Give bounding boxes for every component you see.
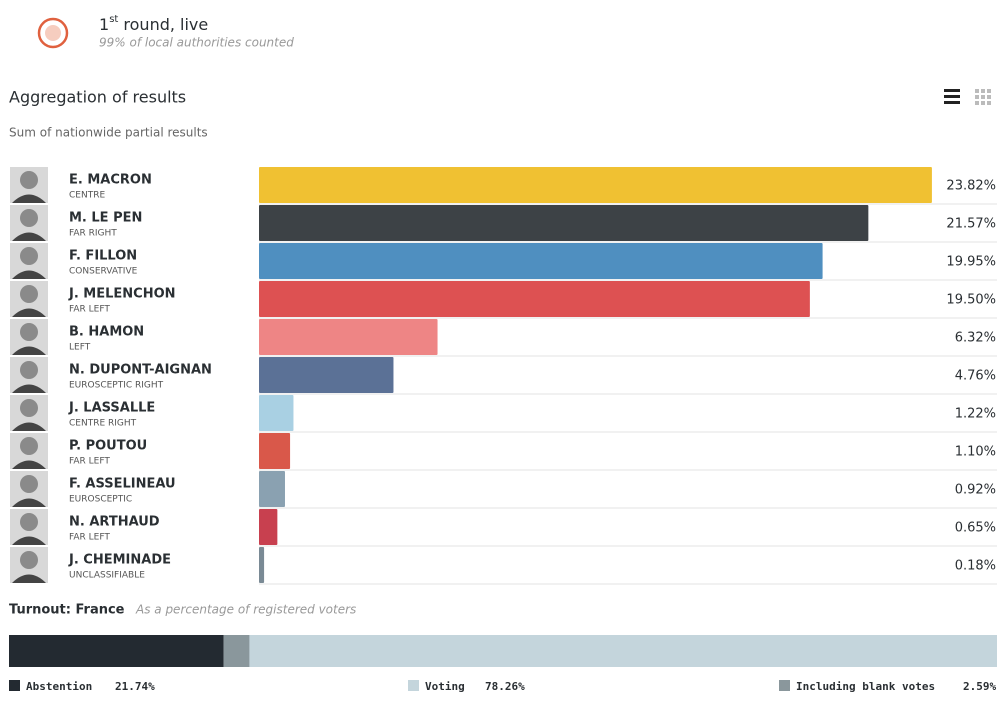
portrait-head (20, 323, 38, 341)
legend-label: Abstention (26, 680, 92, 693)
candidate-party: FAR RIGHT (69, 229, 117, 239)
abstention-bar (9, 635, 224, 667)
bar (259, 167, 932, 203)
candidate-party: FAR LEFT (69, 457, 110, 467)
bar (259, 395, 294, 431)
portrait-body (12, 384, 46, 393)
round-number: 1 (99, 15, 109, 34)
live-icon (37, 17, 69, 49)
portrait-body (12, 346, 46, 355)
portrait-head (20, 551, 38, 569)
portrait-body (12, 574, 46, 583)
candidate-party: FAR LEFT (69, 533, 110, 543)
portrait-body (12, 498, 46, 507)
legend-swatch (9, 680, 20, 691)
candidate-party: LEFT (69, 343, 91, 353)
portrait-body (12, 422, 46, 431)
turnout-subtitle: As a percentage of registered voters (135, 603, 356, 617)
bar (259, 281, 810, 317)
candidate-party: CENTRE RIGHT (69, 419, 137, 429)
portrait-head (20, 437, 38, 455)
bar (259, 205, 869, 241)
legend-value: 78.26% (485, 680, 525, 693)
candidate-name: J. MELENCHON (68, 287, 176, 302)
candidate-party: EUROSCEPTIC (69, 495, 132, 505)
candidate-name: P. POUTOU (69, 439, 147, 454)
chart-subtitle: Sum of nationwide partial results (9, 126, 208, 140)
portrait-body (12, 270, 46, 279)
count-note: 99% of local authorities counted (99, 36, 294, 50)
candidate-name: N. ARTHAUD (69, 515, 160, 530)
bar (259, 357, 394, 393)
candidate-party: CENTRE (69, 191, 105, 201)
candidate-name: F. FILLON (69, 249, 137, 264)
candidate-party: EUROSCEPTIC RIGHT (69, 381, 164, 391)
value-label: 21.57% (946, 217, 996, 232)
candidate-name: E. MACRON (69, 173, 152, 188)
portrait-head (20, 247, 38, 265)
value-label: 4.76% (955, 369, 996, 384)
portrait-body (12, 194, 46, 203)
candidate-party: UNCLASSIFIABLE (69, 571, 145, 581)
bar (259, 243, 823, 279)
portrait-body (12, 460, 46, 469)
portrait-head (20, 171, 38, 189)
portrait-head (20, 361, 38, 379)
bar (259, 509, 278, 545)
round-suffix: st (109, 14, 118, 25)
bar (259, 471, 285, 507)
legend-swatch (779, 680, 790, 691)
candidate-name: N. DUPONT-AIGNAN (69, 363, 212, 378)
round-status: round, live (118, 15, 208, 34)
candidate-name: J. CHEMINADE (68, 553, 171, 568)
value-label: 19.50% (946, 293, 996, 308)
legend-swatch (408, 680, 419, 691)
legend-value: 2.59% (963, 680, 996, 693)
grid-view-icon[interactable] (975, 89, 991, 105)
blank-bar (223, 635, 250, 667)
portrait-head (20, 285, 38, 303)
bar (259, 547, 265, 583)
value-label: 6.32% (955, 331, 996, 346)
legend-label: Including blank votes (796, 680, 935, 693)
value-label: 0.65% (955, 521, 996, 536)
candidate-name: B. HAMON (69, 325, 144, 340)
portrait-head (20, 399, 38, 417)
candidate-party: CONSERVATIVE (69, 267, 138, 277)
chart-title: Aggregation of results (9, 88, 186, 107)
live-icon-dot (45, 25, 61, 41)
value-label: 1.22% (955, 407, 996, 422)
legend-label: Voting (425, 680, 465, 693)
candidate-name: M. LE PEN (69, 211, 142, 226)
legend-value: 21.74% (115, 680, 155, 693)
round-title: 1st round, live (99, 14, 208, 34)
portrait-body (12, 308, 46, 317)
portrait-head (20, 475, 38, 493)
candidate-name: F. ASSELINEAU (69, 477, 176, 492)
bar (259, 319, 438, 355)
value-label: 0.18% (955, 559, 996, 574)
candidate-party: FAR LEFT (69, 305, 110, 315)
turnout-title: Turnout: France (9, 603, 125, 618)
portrait-head (20, 209, 38, 227)
value-label: 19.95% (946, 255, 996, 270)
bar (259, 433, 291, 469)
portrait-body (12, 536, 46, 545)
portrait-body (12, 232, 46, 241)
list-view-icon[interactable] (944, 89, 960, 104)
value-label: 23.82% (946, 179, 996, 194)
value-label: 1.10% (955, 445, 996, 460)
candidate-name: J. LASSALLE (68, 401, 155, 416)
value-label: 0.92% (955, 483, 996, 498)
portrait-head (20, 513, 38, 531)
voting-bar (223, 635, 997, 667)
